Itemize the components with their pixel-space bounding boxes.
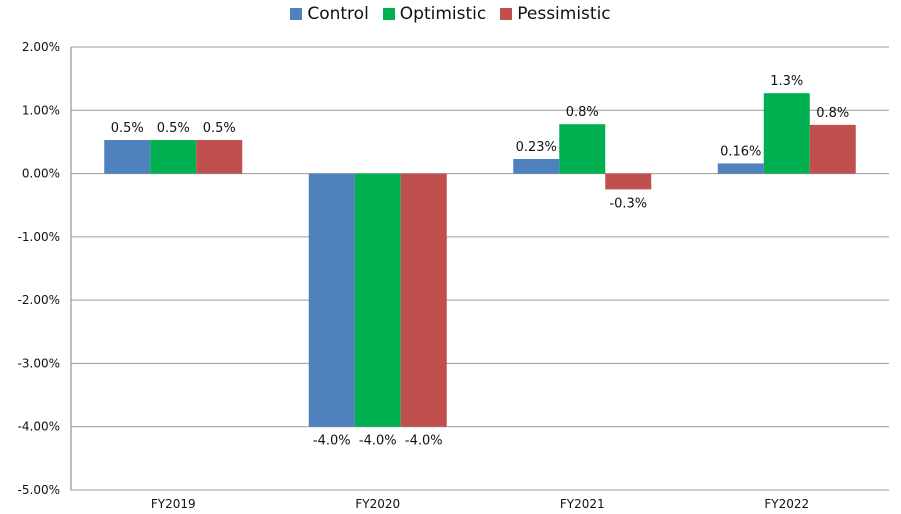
legend-item-optimistic: Optimistic	[382, 4, 487, 24]
y-tick-label: 1.00%	[22, 103, 60, 117]
y-tick-label: -4.00%	[18, 420, 60, 434]
legend-item-control: Control	[290, 4, 369, 24]
y-tick-label: 0.00%	[22, 167, 60, 181]
x-tick-label: FY2019	[151, 497, 196, 511]
data-label: 0.5%	[111, 121, 144, 136]
x-tick-label: FY2020	[355, 497, 400, 511]
legend-item-pessimistic: Pessimistic	[500, 4, 611, 24]
y-tick-label: -3.00%	[18, 356, 60, 370]
bar	[308, 173, 355, 427]
bar	[150, 140, 197, 174]
x-tick-label: FY2022	[764, 497, 809, 511]
bar	[809, 124, 856, 174]
legend-swatch-pessimistic	[500, 8, 513, 20]
bar	[605, 173, 652, 190]
legend-swatch-control	[290, 8, 303, 20]
data-label: -4.0%	[405, 434, 443, 449]
data-label: 1.3%	[770, 74, 803, 89]
legend-swatch-optimistic	[382, 8, 395, 20]
x-tick-label: FY2021	[560, 497, 605, 511]
data-label: -0.3%	[609, 196, 647, 211]
legend: Control Optimistic Pessimistic	[0, 4, 901, 24]
legend-label-optimistic: Optimistic	[399, 4, 487, 24]
bar	[196, 140, 243, 174]
data-label: 0.5%	[203, 121, 236, 136]
y-tick-label: -5.00%	[18, 483, 60, 497]
legend-label-pessimistic: Pessimistic	[517, 4, 611, 24]
data-label: -4.0%	[359, 434, 397, 449]
y-tick-label: 2.00%	[22, 40, 60, 54]
bar	[104, 140, 151, 174]
data-label: 0.8%	[566, 105, 599, 120]
bar	[559, 124, 606, 174]
bar	[763, 93, 810, 174]
data-label: -4.0%	[313, 434, 351, 449]
bar	[717, 163, 764, 174]
bar	[513, 159, 560, 174]
y-tick-label: -2.00%	[18, 293, 60, 307]
data-label: 0.8%	[816, 106, 849, 121]
data-label: 0.23%	[516, 140, 557, 155]
y-tick-label: -1.00%	[18, 230, 60, 244]
data-label: 0.5%	[157, 121, 190, 136]
data-label: 0.16%	[720, 144, 761, 159]
legend-label-control: Control	[307, 4, 369, 24]
bar	[400, 173, 447, 427]
bar	[354, 173, 401, 427]
